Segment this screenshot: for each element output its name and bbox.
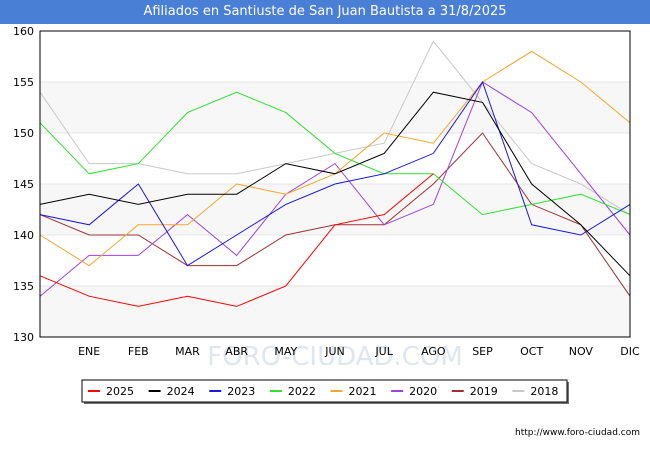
legend-label-2024: 2024	[167, 385, 195, 398]
series-line-2022	[39, 91, 631, 216]
x-tick-label: OCT	[520, 345, 543, 358]
legend-label-2018: 2018	[530, 385, 558, 398]
x-tick-label: NOV	[569, 345, 594, 358]
legend-label-2019: 2019	[470, 385, 498, 398]
band-135	[40, 235, 630, 286]
y-tick-label: 150	[13, 127, 34, 140]
band-145	[40, 133, 630, 184]
plot-frame	[39, 30, 631, 338]
series-line-2020	[39, 81, 631, 297]
series-line-2024	[39, 91, 631, 277]
y-tick-label: 130	[13, 331, 34, 344]
x-tick-label: ABR	[225, 345, 248, 358]
x-tick-label: FEB	[128, 345, 149, 358]
y-tick-label: 160	[13, 25, 34, 38]
y-axis-ticks: 130 135 140 145 150 155 160	[13, 25, 34, 344]
x-tick-label: MAR	[175, 345, 200, 358]
x-tick-label: SEP	[472, 345, 493, 358]
y-tick-label: 135	[13, 280, 34, 293]
band-150	[40, 82, 630, 133]
series-line-2025	[39, 173, 434, 307]
x-tick-label: ENE	[78, 345, 100, 358]
x-tick-label: MAY	[274, 345, 297, 358]
y-tick-label: 145	[13, 178, 34, 191]
source-credit: http://www.foro-ciudad.com	[515, 428, 640, 438]
x-tick-label: DIC	[620, 345, 640, 358]
legend: 2025 2024 2023 2022 2021 2020 2019 2018	[81, 379, 569, 404]
y-tick-label: 155	[13, 76, 34, 89]
legend-label-2020: 2020	[409, 385, 437, 398]
x-axis-ticks: ENE FEB MAR ABR MAY JUN JUL AGO SEP OCT NOV DIC	[78, 345, 640, 358]
legend-label-2022: 2022	[288, 385, 316, 398]
legend-label-2023: 2023	[227, 385, 255, 398]
legend-box	[81, 379, 568, 403]
series-line-2023	[39, 80, 631, 267]
legend-label-2021: 2021	[349, 385, 377, 398]
y-tick-label: 140	[13, 229, 34, 242]
band-130	[40, 286, 630, 337]
x-tick-label: JUL	[374, 345, 393, 358]
watermark: FORO-CIUDAD.COM	[207, 342, 463, 372]
legend-label-2025: 2025	[106, 385, 134, 398]
band-140	[40, 184, 630, 235]
background-bands	[40, 31, 630, 337]
band-155	[40, 31, 630, 82]
x-tick-label: JUN	[324, 345, 345, 358]
x-tick-label: AGO	[421, 345, 446, 358]
chart-title: Afiliados en Santiuste de San Juan Bauti…	[0, 0, 650, 24]
series-lines	[39, 40, 631, 307]
